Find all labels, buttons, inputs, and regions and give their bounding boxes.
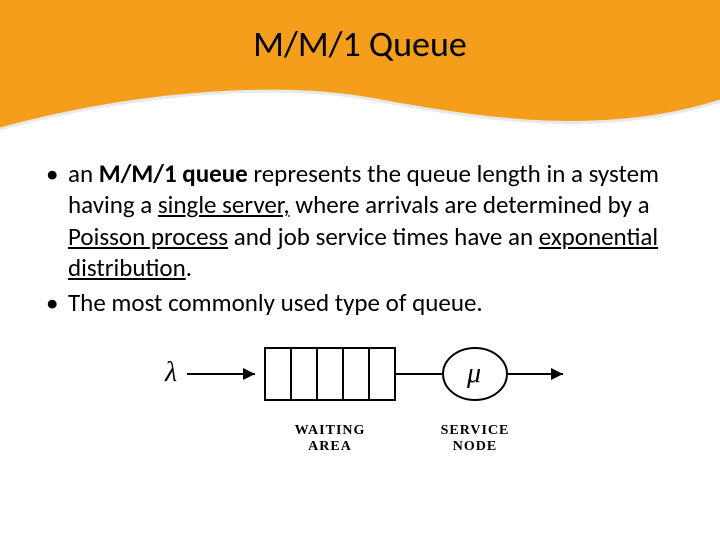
queue-diagram: λ μ WAITING AREA SERVICE NODE [145, 336, 575, 466]
text-run: M/M/1 queue [99, 158, 248, 189]
text-run: Poisson process [68, 221, 228, 252]
waiting-label-1: WAITING [295, 423, 366, 438]
header-band [0, 0, 720, 140]
bullet-item: The most commonly used type of queue. [40, 287, 680, 318]
text-run: The most commonly used type of queue. [68, 287, 483, 318]
slide-title: M/M/1 Queue [0, 22, 720, 66]
text-run: and job service times have an [228, 221, 539, 252]
arrival-arrow-head [243, 368, 255, 380]
text-run: single server, [158, 189, 290, 220]
waiting-label-2: AREA [308, 439, 352, 454]
content-area: an M/M/1 queue represents the queue leng… [0, 140, 720, 318]
text-run: where arrivals are determined by a [290, 189, 650, 220]
bullet-list: an M/M/1 queue represents the queue leng… [40, 158, 680, 318]
output-arrow-head [551, 368, 563, 380]
header-wave [0, 81, 720, 141]
text-run: an [68, 158, 99, 189]
mu-symbol: μ [466, 358, 481, 389]
diagram-container: λ μ WAITING AREA SERVICE NODE [0, 336, 720, 466]
service-label-1: SERVICE [441, 423, 510, 438]
queue-box [265, 348, 395, 400]
text-run: . [186, 252, 192, 283]
bullet-item: an M/M/1 queue represents the queue leng… [40, 158, 680, 283]
service-label-2: NODE [453, 439, 497, 454]
lambda-symbol: λ [164, 357, 177, 388]
